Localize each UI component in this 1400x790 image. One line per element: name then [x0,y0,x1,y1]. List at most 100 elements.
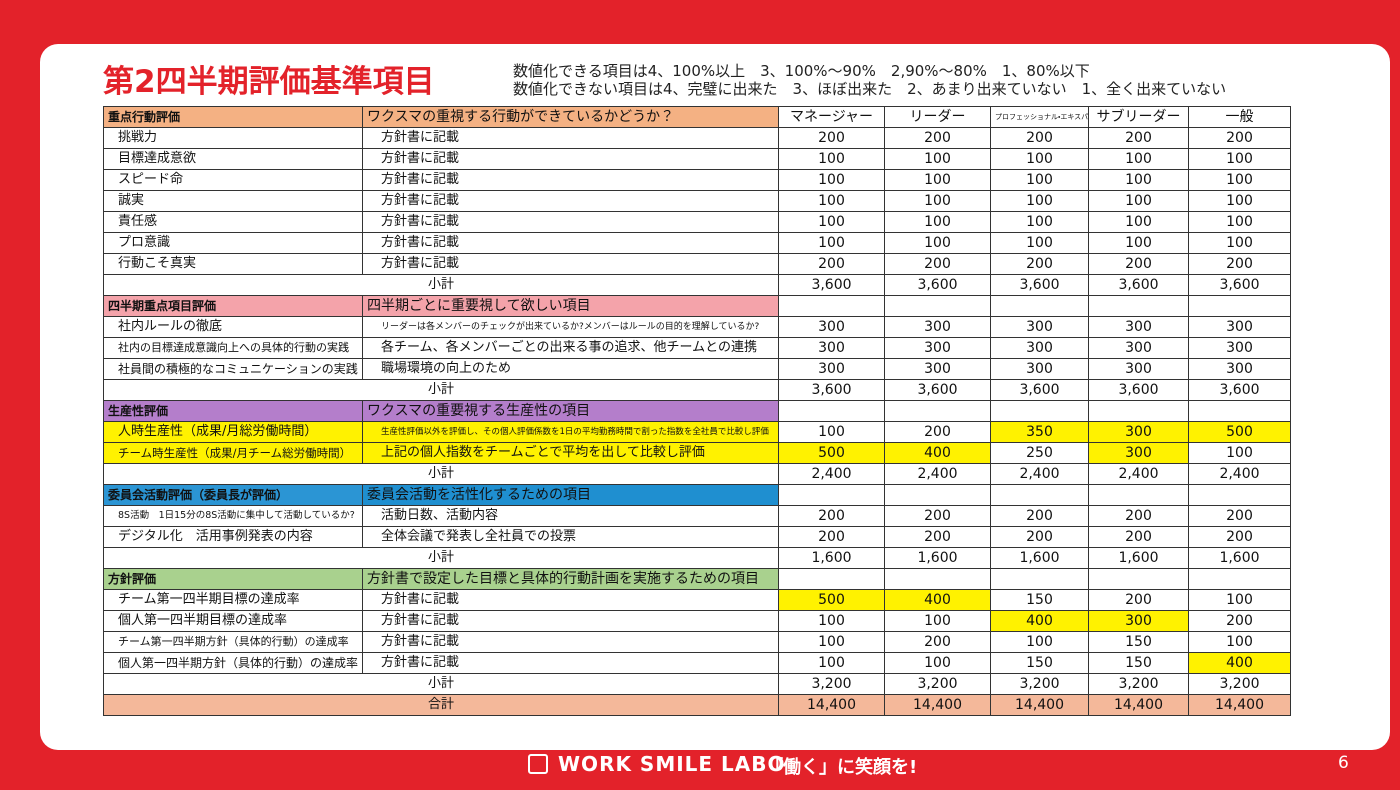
score-cell: 200 [990,253,1089,275]
score-cell: 200 [1088,526,1189,548]
item-row: 社内の目標達成意識向上への具体的行動の実践 各チーム、各メンバーごとの出来る事の追… [103,337,1291,359]
subtotal-cell: 3,600 [990,379,1089,401]
item-label: 社内ルールの徹底 [103,316,363,338]
item-row: プロ意識 方針書に記載 100 100 100 100 100 [103,232,1291,254]
score-cell: 300 [884,358,991,380]
score-cell: 100 [990,211,1089,233]
subtotal-row: 小計 3,600 3,600 3,600 3,600 3,600 [103,379,1291,401]
item-note: 各チーム、各メンバーごとの出来る事の追求、他チームとの連携 [362,337,779,359]
score-cell: 500 [1188,421,1291,443]
section-description: ワクスマの重要視する生産性の項目 [362,400,779,422]
empty-cell [884,484,991,506]
score-cell: 100 [1188,211,1291,233]
score-cell: 300 [778,316,885,338]
score-cell: 200 [884,526,991,548]
score-cell: 200 [1188,505,1291,527]
item-note: 方針書に記載 [362,610,779,632]
score-cell: 200 [990,505,1089,527]
score-cell: 400 [884,589,991,611]
item-note: リーダーは各メンバーのチェックが出来ているか?メンバーはルールの目的を理解してい… [362,316,779,338]
subtotal-cell: 1,600 [884,547,991,569]
score-cell: 300 [1088,358,1189,380]
score-cell: 100 [1088,190,1189,212]
item-row: 個人第一四半期方針（具体的行動）の達成率 方針書に記載 100 100 150 150 40… [103,652,1291,674]
item-label: プロ意識 [103,232,363,254]
score-cell: 200 [1188,253,1291,275]
score-cell: 200 [1088,589,1189,611]
score-cell: 100 [990,631,1089,653]
score-cell: 300 [1188,337,1291,359]
subtotal-cell: 3,600 [884,274,991,296]
score-cell: 200 [884,253,991,275]
total-cell: 14,400 [990,694,1089,716]
empty-cell [1088,295,1189,317]
subtotal-cell: 3,600 [884,379,991,401]
footer: WORK SMILE LABO 「働く」に笑顔を! 6 [0,750,1400,790]
subtotal-label: 小計 [103,463,779,485]
tagline: 「働く」に笑顔を! [765,757,918,778]
subtotal-cell: 3,600 [1188,379,1291,401]
score-cell: 100 [884,232,991,254]
item-note: 方針書に記載 [362,631,779,653]
item-label: 誠実 [103,190,363,212]
empty-cell [778,400,885,422]
score-cell: 500 [778,589,885,611]
subtotal-label: 小計 [103,547,779,569]
empty-cell [778,568,885,590]
score-cell: 300 [1188,316,1291,338]
item-note: 職場環境の向上のため [362,358,779,380]
score-cell: 100 [884,190,991,212]
item-label: 社内の目標達成意識向上への具体的行動の実践 [103,337,363,359]
item-note: 方針書に記載 [362,253,779,275]
item-label: スピード命 [103,169,363,191]
score-cell: 200 [884,631,991,653]
score-cell: 200 [1088,253,1189,275]
section-header-row: 生産性評価 ワクスマの重要視する生産性の項目 [103,400,1291,422]
item-row: 8S活動 1日15分の8S活動に集中して活動しているか? 活動日数、活動内容 200… [103,505,1291,527]
empty-cell [1188,484,1291,506]
section-header-row: 四半期重点項目評価 四半期ごとに重要視して欲しい項目 [103,295,1291,317]
item-note: 方針書に記載 [362,190,779,212]
score-cell: 300 [884,316,991,338]
item-row: 誠実 方針書に記載 100 100 100 100 100 [103,190,1291,212]
subtotal-cell: 3,200 [990,673,1089,695]
score-cell: 200 [1188,127,1291,149]
subtotal-cell: 3,200 [1088,673,1189,695]
item-row: チーム第一四半期方針（具体的行動）の達成率 方針書に記載 100 200 100 150 1… [103,631,1291,653]
score-cell: 100 [884,652,991,674]
empty-cell [990,568,1089,590]
column-header: サブリーダー [1088,106,1189,128]
section-header-row: 委員会活動評価（委員長が評価） 委員会活動を活性化するための項目 [103,484,1291,506]
empty-cell [884,295,991,317]
score-cell: 100 [990,148,1089,170]
subtotal-cell: 3,600 [778,274,885,296]
item-note: 方針書に記載 [362,127,779,149]
score-cell: 100 [778,211,885,233]
subtotal-cell: 2,400 [1088,463,1189,485]
score-cell: 200 [778,505,885,527]
subtotal-cell: 1,600 [990,547,1089,569]
score-cell: 200 [1088,505,1189,527]
column-header: 一般 [1188,106,1291,128]
score-cell: 100 [884,610,991,632]
score-cell: 350 [990,421,1089,443]
score-cell: 400 [1188,652,1291,674]
score-cell: 200 [778,127,885,149]
score-cell: 300 [990,316,1089,338]
score-cell: 100 [778,652,885,674]
subtotal-label: 小計 [103,379,779,401]
brand: WORK SMILE LABO [558,752,786,776]
item-label: デジタル化 活用事例発表の内容 [103,526,363,548]
item-note: 方針書に記載 [362,589,779,611]
item-note: 方針書に記載 [362,232,779,254]
subtotal-cell: 1,600 [778,547,885,569]
score-cell: 200 [1188,526,1291,548]
score-cell: 100 [778,610,885,632]
score-cell: 150 [1088,631,1189,653]
score-cell: 100 [778,421,885,443]
score-cell: 300 [778,337,885,359]
section-name: 生産性評価 [103,400,363,422]
subtotal-label: 小計 [103,673,779,695]
item-label: 挑戦力 [103,127,363,149]
